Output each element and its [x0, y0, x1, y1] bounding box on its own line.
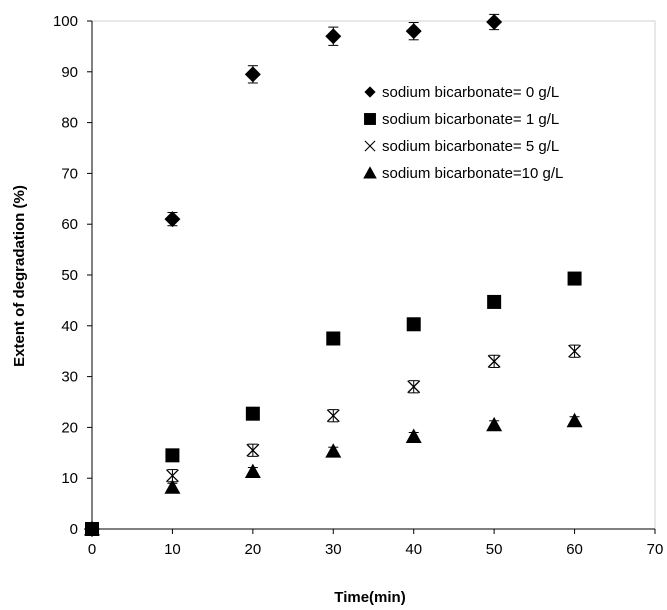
square-point — [406, 317, 421, 332]
x-tick-label: 70 — [647, 541, 664, 558]
legend-swatch — [364, 113, 376, 125]
x-marker-stroke — [568, 344, 582, 358]
square-point — [567, 271, 582, 286]
legend-item-3: sodium bicarbonate= 5 g/L — [364, 138, 559, 155]
legend-square-icon — [364, 113, 376, 125]
triangle-point — [164, 479, 181, 494]
y-tick-label: 10 — [61, 470, 78, 487]
legend-item-2: sodium bicarbonate= 1 g/L — [364, 111, 559, 128]
diamond-point — [244, 66, 261, 83]
legend-label: sodium bicarbonate= 5 g/L — [382, 138, 559, 155]
diamond-point — [405, 23, 422, 40]
triangle-point — [486, 416, 503, 432]
square-point — [165, 448, 180, 463]
x-point — [407, 380, 421, 394]
legend-item-1: sodium bicarbonate= 0 g/L — [364, 84, 559, 101]
series-4 — [84, 412, 583, 536]
legend-triangle-icon — [363, 166, 377, 179]
x-marker-stroke — [326, 409, 340, 423]
y-tick-label: 0 — [70, 521, 78, 538]
y-tick-label: 70 — [61, 165, 78, 182]
x-axis-title: Time(min) — [334, 589, 405, 606]
y-axis-title: Extent of degradation (%) — [11, 185, 28, 367]
triangle-point — [244, 463, 261, 478]
legend-swatch — [363, 166, 377, 179]
y-tick-label: 90 — [61, 64, 78, 81]
x-point — [326, 409, 340, 423]
triangle-point — [84, 521, 100, 536]
square-point — [487, 294, 502, 309]
diamond-point — [164, 211, 181, 228]
y-tick-label: 20 — [61, 419, 78, 436]
x-point — [246, 443, 260, 457]
legend-diamond-icon — [364, 86, 376, 98]
legend-swatch — [364, 140, 376, 152]
x-point — [165, 469, 179, 483]
square-point — [245, 406, 260, 421]
x-marker-stroke — [407, 380, 421, 394]
y-tick-label: 100 — [53, 13, 78, 30]
triangle-point — [405, 428, 422, 443]
x-point — [568, 344, 582, 358]
legend-label: sodium bicarbonate=10 g/L — [382, 165, 563, 182]
y-tick-label: 30 — [61, 369, 78, 386]
legend-label: sodium bicarbonate= 1 g/L — [382, 111, 559, 128]
x-tick-label: 10 — [164, 541, 181, 558]
series-2 — [85, 271, 582, 536]
x-marker-stroke — [246, 443, 260, 457]
data-markers — [84, 13, 583, 537]
legend-swatch — [364, 86, 376, 98]
x-marker-stroke — [165, 469, 179, 483]
x-tick-label: 40 — [405, 541, 422, 558]
triangle-point — [325, 443, 342, 458]
y-tick-label: 40 — [61, 318, 78, 335]
square-point — [326, 331, 341, 346]
x-tick-label: 30 — [325, 541, 342, 558]
x-marker-stroke — [364, 140, 376, 152]
x-tick-label: 20 — [245, 541, 262, 558]
x-marker-stroke — [487, 354, 501, 368]
y-tick-label: 50 — [61, 267, 78, 284]
y-tick-label: 60 — [61, 216, 78, 233]
legend: sodium bicarbonate= 0 g/L sodium bicarbon… — [363, 84, 563, 182]
triangle-point — [566, 412, 583, 428]
y-tick-label: 80 — [61, 115, 78, 132]
x-tick-label: 60 — [566, 541, 583, 558]
x-tick-label: 0 — [88, 541, 96, 558]
x-tick-label: 50 — [486, 541, 503, 558]
legend-label: sodium bicarbonate= 0 g/L — [382, 84, 559, 101]
axes: 0 10 20 30 40 50 60 70 80 90 100 0 10 20 30 40 50 60 70 — [53, 13, 663, 558]
series-3 — [85, 344, 582, 536]
diamond-point — [325, 28, 342, 45]
legend-x-icon — [364, 140, 376, 152]
legend-item-4: sodium bicarbonate=10 g/L — [363, 165, 563, 182]
x-point — [487, 354, 501, 368]
diamond-point — [486, 14, 503, 31]
